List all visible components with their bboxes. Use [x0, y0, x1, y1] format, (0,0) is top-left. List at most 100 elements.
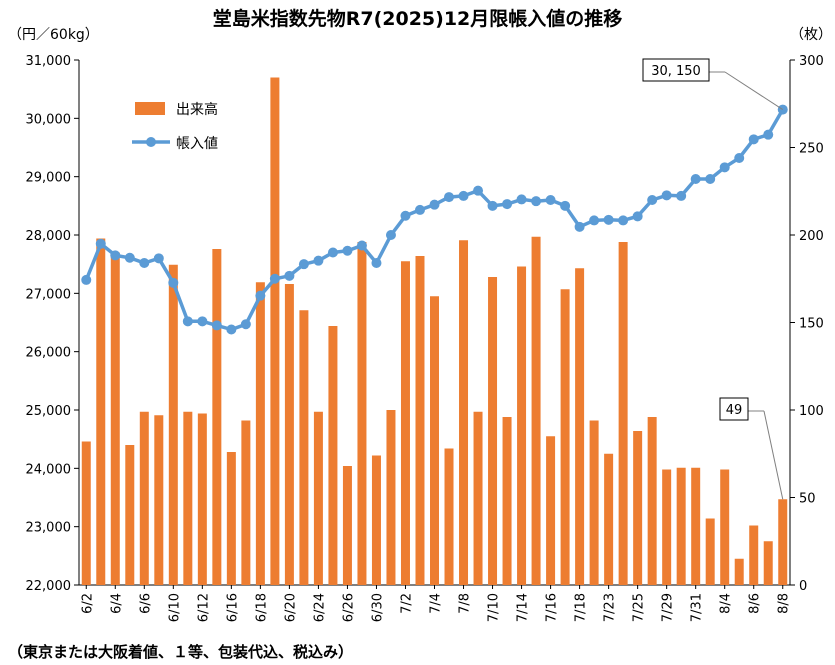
settlement-price-point [719, 162, 730, 173]
x-tick-label: 6/18 [254, 593, 269, 622]
settlement-price-point [400, 210, 411, 221]
settlement-price-point [211, 320, 222, 331]
settlement-price-point [487, 200, 498, 211]
x-tick-label: 6/26 [341, 593, 356, 622]
settlement-price-point [371, 258, 382, 268]
settlement-price-point [748, 134, 759, 145]
left-axis-unit: （円／60kg） [8, 27, 99, 43]
x-tick-label: 6/24 [312, 593, 327, 622]
left-tick-label: 29,000 [26, 171, 72, 186]
x-tick-label: 8/8 [777, 593, 792, 614]
x-tick-label: 7/23 [603, 593, 618, 622]
settlement-price-point [458, 190, 469, 201]
volume-bar [125, 445, 135, 585]
volume-bar [546, 436, 556, 585]
volume-bar [342, 466, 352, 585]
volume-bar [691, 467, 701, 585]
left-tick-label: 26,000 [26, 346, 72, 361]
right-tick-label: 200 [799, 229, 824, 244]
settlement-price-point [414, 204, 425, 215]
volume-bar [284, 284, 294, 585]
settlement-price-point [473, 185, 484, 196]
settlement-price-point [153, 253, 164, 264]
volume-bar [241, 420, 251, 585]
volume-bar [575, 268, 585, 585]
settlement-price-point [647, 195, 658, 205]
settlement-price-point [603, 214, 614, 225]
settlement-price-point [313, 255, 324, 266]
x-tick-label: 6/2 [80, 593, 95, 614]
volume-bar [531, 236, 541, 585]
settlement-price-point [284, 270, 295, 281]
volume-bar [96, 238, 106, 585]
settlement-price-point [298, 259, 309, 270]
x-tick-label: 8/6 [748, 593, 763, 614]
left-tick-label: 30,000 [26, 112, 72, 127]
volume-bar [473, 411, 483, 585]
left-tick-label: 23,000 [26, 521, 72, 536]
volume-bar [197, 413, 207, 585]
volume-bar [110, 252, 120, 585]
volume-bar [488, 277, 498, 585]
volume-bar [313, 411, 323, 585]
volume-bar [763, 541, 773, 585]
settlement-price-point [618, 215, 629, 226]
volume-bar [226, 452, 236, 585]
volume-bar [517, 266, 527, 585]
left-tick-label: 24,000 [26, 462, 72, 477]
legend-label-settlement: 帳入値 [176, 136, 218, 152]
x-tick-label: 7/10 [487, 593, 502, 622]
volume-bar [459, 240, 469, 585]
left-tick-label: 27,000 [26, 287, 72, 302]
callout-box [642, 58, 710, 82]
volume-bar [633, 431, 643, 585]
settlement-price-point [168, 277, 179, 288]
volume-bar [255, 282, 265, 585]
volume-bar [589, 420, 599, 585]
x-tick-label: 6/4 [109, 593, 124, 614]
settlement-price-point [705, 174, 716, 184]
volume-bar [778, 499, 788, 585]
legend-swatch-point [146, 137, 156, 147]
settlement-price-point [197, 316, 208, 327]
settlement-price-point [255, 290, 266, 301]
x-tick-label: 7/8 [458, 593, 473, 614]
x-tick-label: 7/14 [516, 593, 531, 622]
callout-label: 49 [726, 403, 743, 418]
volume-bar [139, 411, 149, 585]
volume-bar [662, 469, 672, 585]
settlement-price-point [545, 195, 556, 205]
volume-bar [328, 326, 338, 585]
volume-bar [183, 411, 193, 585]
x-tick-label: 7/31 [690, 593, 705, 622]
left-tick-label: 28,000 [26, 229, 72, 244]
volume-bar [154, 415, 164, 585]
settlement-price-point [226, 324, 237, 335]
settlement-price-point [531, 196, 542, 207]
x-tick-label: 7/4 [429, 593, 444, 614]
volume-bar [734, 558, 744, 585]
volume-bar [400, 261, 410, 585]
volume-bar [676, 467, 686, 585]
settlement-price-point [690, 174, 701, 184]
settlement-price-point [124, 252, 135, 263]
volume-bar [444, 448, 454, 585]
x-tick-label: 6/20 [283, 593, 298, 622]
callout-leader [763, 410, 784, 500]
settlement-price-point [676, 190, 687, 201]
settlement-price-point [661, 190, 672, 201]
volume-bar [212, 249, 222, 585]
settlement-price-point [356, 240, 367, 251]
settlement-price-point [429, 199, 440, 210]
left-tick-label: 22,000 [26, 579, 72, 594]
callout-label: 30, 150 [651, 64, 701, 79]
volume-bar [270, 77, 280, 585]
x-tick-label: 6/30 [370, 593, 385, 622]
settlement-price-point [589, 215, 600, 226]
legend-swatch-volume [135, 102, 165, 115]
volume-bar [749, 525, 759, 585]
x-tick-label: 7/2 [399, 593, 414, 614]
settlement-price-point [444, 192, 455, 203]
right-tick-label: 150 [799, 317, 824, 332]
